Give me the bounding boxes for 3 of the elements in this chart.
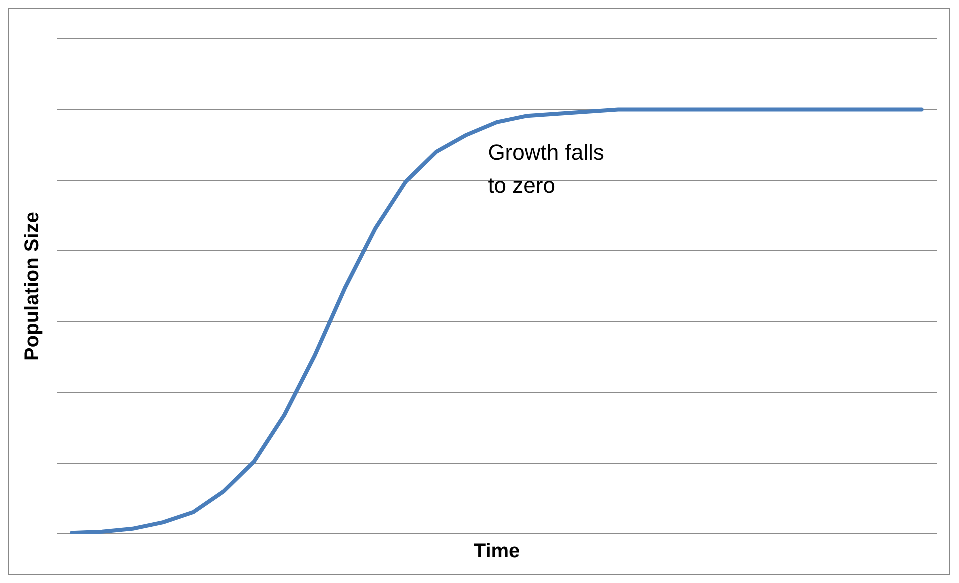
annotation: Growth falls to zero	[488, 140, 604, 198]
y-axis-title: Population Size	[22, 212, 44, 361]
x-axis-title: Time	[474, 540, 520, 563]
